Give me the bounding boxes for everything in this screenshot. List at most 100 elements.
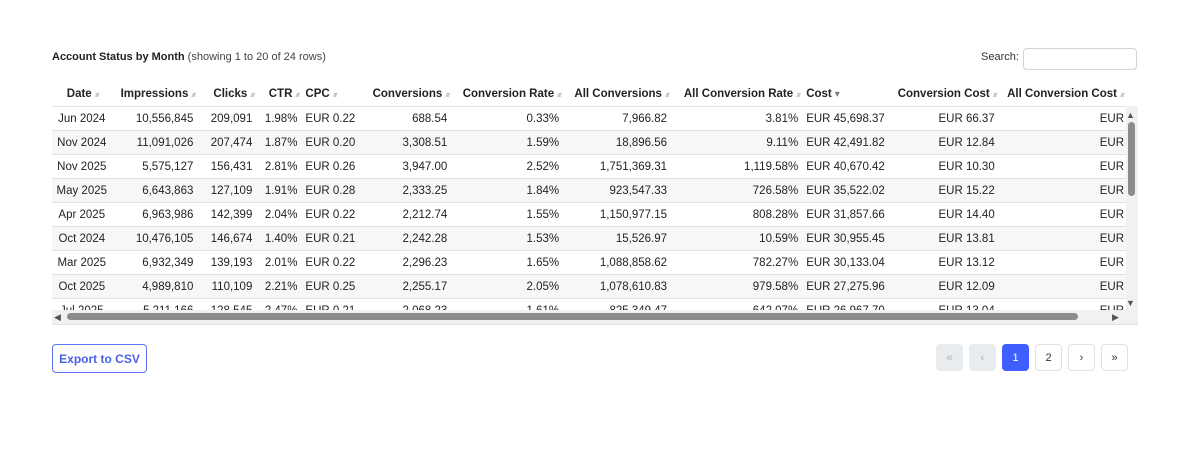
column-header[interactable]: Conversion Cost xyxy=(888,82,999,107)
table-cell: 142,399 xyxy=(197,202,257,227)
table-cell: 4,989,810 xyxy=(111,274,198,299)
table-cell: EUR 13.04 xyxy=(888,298,999,310)
table-cell: 2.04% xyxy=(256,202,302,227)
table-row: Jun 2024 10,556,845 209,091 1.98% EUR 0.22 68… xyxy=(52,106,1126,131)
column-header[interactable]: Conversions xyxy=(359,82,452,107)
table-cell: EUR 66.37 xyxy=(888,106,999,131)
column-header[interactable]: Date xyxy=(52,82,112,107)
table-cell: 3,308.51 xyxy=(359,130,452,155)
table-cell: 1,078,610.83 xyxy=(563,274,671,299)
table-cell: 1.61% xyxy=(451,298,564,310)
table-row: Apr 2025 6,963,986 142,399 2.04% EUR 0.22 2,2… xyxy=(52,202,1126,227)
column-header[interactable]: CTR xyxy=(256,82,302,107)
column-header[interactable]: All Conversion Cost xyxy=(998,82,1126,107)
table-cell: Jul 2025 xyxy=(52,298,112,310)
table-cell: EUR 26,967.70 xyxy=(802,298,889,310)
table-cell: 10.59% xyxy=(671,226,803,251)
table-cell: EUR xyxy=(998,154,1126,179)
table-cell: Nov 2024 xyxy=(52,130,112,155)
scroll-right[interactable]: ▶ xyxy=(1112,312,1119,322)
table-cell: 5,575,127 xyxy=(111,154,198,179)
column-header[interactable]: CPC xyxy=(301,82,360,107)
table-cell: EUR 0.22 xyxy=(301,106,360,131)
table-cell: EUR 0.21 xyxy=(301,298,360,310)
table-cell: 146,674 xyxy=(197,226,257,251)
table-cell: 2.21% xyxy=(256,274,302,299)
table-cell: 139,193 xyxy=(197,250,257,275)
table-cell: 209,091 xyxy=(197,106,257,131)
table-cell: 825,349.47 xyxy=(563,298,671,310)
table-cell: EUR 45,698.37 xyxy=(802,106,889,131)
table-cell: Nov 2025 xyxy=(52,154,112,179)
table-cell: Jun 2024 xyxy=(52,106,112,131)
table-cell: 782.27% xyxy=(671,250,803,275)
table-cell: EUR xyxy=(998,298,1126,310)
table-cell: 808.28% xyxy=(671,202,803,227)
search-label: Search: xyxy=(981,51,1019,63)
table-cell: 1.84% xyxy=(451,178,564,203)
page-button[interactable]: › xyxy=(1068,344,1095,371)
table-cell: 1,119.58% xyxy=(671,154,803,179)
table-row: Nov 2025 5,575,127 156,431 2.81% EUR 0.26 3,9… xyxy=(52,154,1126,179)
table-cell: 2,242.28 xyxy=(359,226,452,251)
table-cell: EUR xyxy=(998,202,1126,227)
table-cell: 979.58% xyxy=(671,274,803,299)
table-cell: 1.65% xyxy=(451,250,564,275)
table-cell: 726.58% xyxy=(671,178,803,203)
table-cell: 642.07% xyxy=(671,298,803,310)
table-cell: EUR 14.40 xyxy=(888,202,999,227)
table-cell: 0.33% xyxy=(451,106,564,131)
table-cell: EUR 0.25 xyxy=(301,274,360,299)
table-cell: 2.81% xyxy=(256,154,302,179)
pagination: «‹ 1 2 ›» xyxy=(936,344,1128,371)
table-cell: 3,947.00 xyxy=(359,154,452,179)
search-input[interactable] xyxy=(1023,48,1137,70)
column-header[interactable]: All Conversions xyxy=(563,82,671,107)
scroll-thumb[interactable] xyxy=(67,313,1078,320)
page-button[interactable]: » xyxy=(1101,344,1128,371)
page-button[interactable]: 1 xyxy=(1002,344,1029,371)
column-header[interactable]: Conversion Rate xyxy=(451,82,564,107)
table-cell: 1.53% xyxy=(451,226,564,251)
table-cell: EUR xyxy=(998,106,1126,131)
scroll-up[interactable]: ▲ xyxy=(1126,110,1135,120)
table-cell: 6,963,986 xyxy=(111,202,198,227)
table-cell: 18,896.56 xyxy=(563,130,671,155)
scroll-thumb[interactable] xyxy=(1128,122,1135,196)
horizontal-scrollbar[interactable]: ◀ ▶ xyxy=(52,310,1138,325)
table-cell: 2,068.23 xyxy=(359,298,452,310)
table-cell: 688.54 xyxy=(359,106,452,131)
table-cell: EUR 0.22 xyxy=(301,250,360,275)
table-cell: EUR 13.81 xyxy=(888,226,999,251)
column-header[interactable]: Impressions xyxy=(111,82,198,107)
table-cell: 7,966.82 xyxy=(563,106,671,131)
scroll-left[interactable]: ◀ xyxy=(54,312,61,322)
table-cell: Mar 2025 xyxy=(52,250,112,275)
table-cell: 5,211,166 xyxy=(111,298,198,310)
column-header[interactable]: Clicks xyxy=(197,82,257,107)
table-cell: 156,431 xyxy=(197,154,257,179)
table-cell: May 2025 xyxy=(52,178,112,203)
table-cell: 2,333.25 xyxy=(359,178,452,203)
table-cell: 923,547.33 xyxy=(563,178,671,203)
table-scroll: DateImpressionsClicksCTRCPCConversionsCo… xyxy=(52,82,1126,310)
table-cell: 1.98% xyxy=(256,106,302,131)
page-button[interactable]: 2 xyxy=(1035,344,1062,371)
table-cell: 15,526.97 xyxy=(563,226,671,251)
table-cell: EUR 31,857.66 xyxy=(802,202,889,227)
vertical-scrollbar[interactable] xyxy=(1126,106,1138,310)
column-header[interactable]: All Conversion Rate xyxy=(671,82,803,107)
table-cell: EUR xyxy=(998,274,1126,299)
table-cell: 2,296.23 xyxy=(359,250,452,275)
table-title: Account Status by Month (showing 1 to 20… xyxy=(52,51,326,63)
export-button[interactable]: Export to CSV xyxy=(52,344,147,373)
table-cell: EUR 10.30 xyxy=(888,154,999,179)
table-cell: EUR xyxy=(998,178,1126,203)
scroll-down[interactable]: ▼ xyxy=(1126,298,1135,308)
data-table: DateImpressionsClicksCTRCPCConversionsCo… xyxy=(52,82,1126,310)
column-header[interactable]: Cost xyxy=(802,82,889,107)
table-cell: EUR 42,491.82 xyxy=(802,130,889,155)
table-cell: EUR 0.26 xyxy=(301,154,360,179)
header-row: DateImpressionsClicksCTRCPCConversionsCo… xyxy=(52,82,1126,107)
